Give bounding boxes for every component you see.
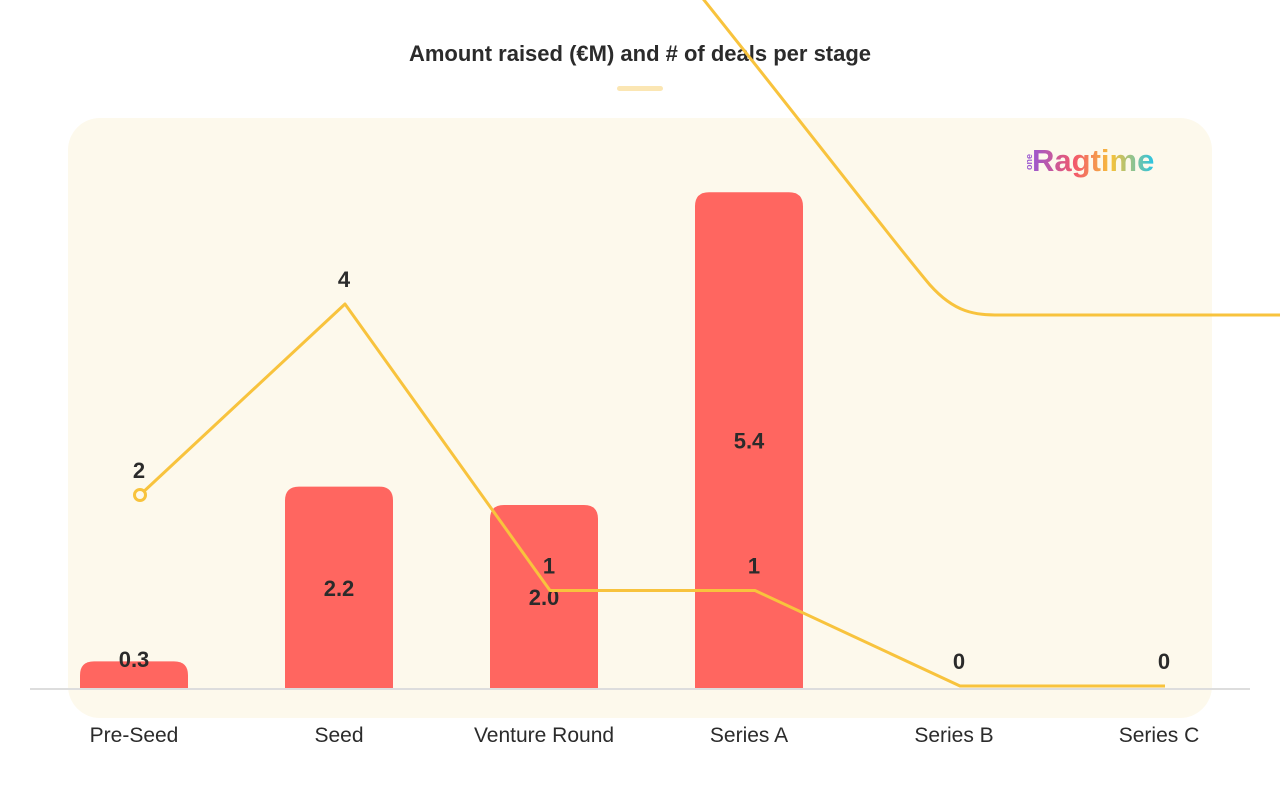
plot-panel [68, 118, 1212, 718]
logo-prefix: one [1024, 154, 1034, 170]
x-tick-label: Series B [914, 724, 993, 747]
line-value-label: 1 [748, 554, 760, 579]
line-labels: 2 4 1 1 0 0 [133, 267, 1170, 674]
line-value-label: 1 [543, 554, 555, 579]
line-value-label: 4 [338, 267, 351, 292]
bar-venture-round [490, 505, 598, 689]
decorative-curve [702, 0, 1280, 317]
bar-value-label: 2.0 [529, 585, 560, 610]
deals-line [138, 302, 1165, 688]
bar-seed [285, 486, 393, 689]
chart-title: Amount raised (€M) and # of deals per st… [409, 41, 871, 66]
x-tick-label: Venture Round [474, 724, 614, 747]
x-tick-label: Series C [1119, 724, 1200, 747]
bar-labels: 0.3 2.2 2.0 5.4 [119, 429, 765, 672]
line-value-label: 0 [1158, 649, 1170, 674]
bar-pre-seed [80, 661, 188, 689]
bar-series [80, 192, 803, 689]
bar-series-a [695, 192, 803, 689]
x-axis-ticks: Pre-Seed Seed Venture Round Series A Series … [90, 724, 1200, 747]
line-value-label: 0 [953, 649, 965, 674]
bar-value-label: 2.2 [324, 576, 355, 601]
bar-value-label: 5.4 [734, 429, 765, 454]
brand-logo: one Ragtime [1024, 143, 1154, 178]
title-underline [617, 86, 663, 91]
line-series [133, 302, 1165, 688]
logo-text: Ragtime [1032, 143, 1154, 178]
line-point-marker [133, 488, 147, 502]
x-tick-label: Seed [314, 724, 363, 747]
x-tick-label: Series A [710, 724, 788, 747]
bar-value-label: 0.3 [119, 647, 150, 672]
line-value-label: 2 [133, 458, 145, 483]
x-tick-label: Pre-Seed [90, 724, 179, 747]
